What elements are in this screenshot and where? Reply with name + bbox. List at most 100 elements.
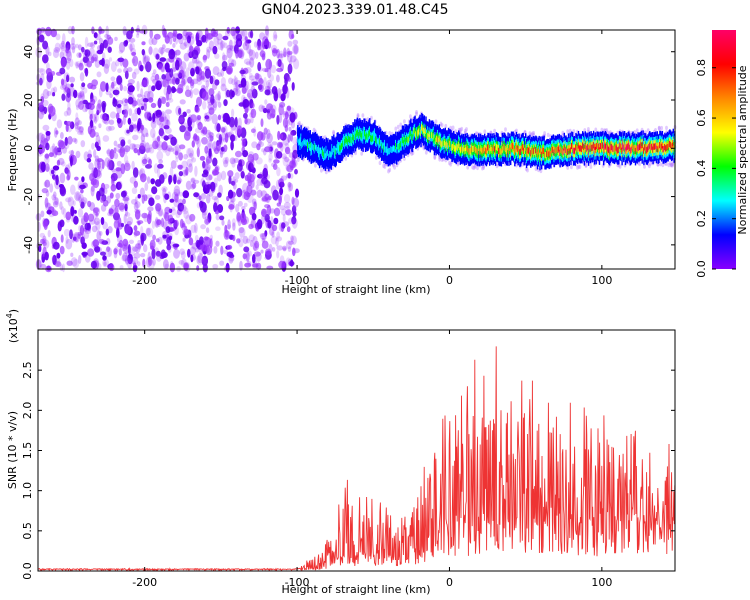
noise-speck [254, 72, 260, 80]
signal-cell [533, 147, 535, 154]
noise-speck [201, 173, 208, 178]
noise-speck [193, 192, 200, 198]
signal-cell [478, 144, 480, 151]
noise-speck [196, 115, 202, 121]
signal-cell [328, 151, 331, 158]
signal-cell [548, 151, 550, 158]
noise-speck [250, 30, 254, 39]
noise-speck [124, 98, 129, 104]
snr-y-multiplier: (x104) [5, 309, 20, 343]
signal-cell [634, 144, 636, 152]
noise-speck [265, 25, 269, 36]
signal-cell [621, 147, 623, 154]
signal-cell [461, 145, 463, 152]
noise-speck [275, 236, 283, 242]
noise-speck [104, 183, 110, 189]
noise-speck [56, 119, 63, 129]
noise-speck [134, 208, 141, 214]
colorbar-tick-label: 0.2 [695, 210, 708, 228]
noise-speck [45, 68, 52, 76]
halo-speck [410, 151, 414, 156]
noise-speck [194, 165, 198, 177]
halo-speck [606, 130, 610, 135]
noise-speck [132, 55, 139, 67]
signal-cell [387, 148, 389, 155]
signal-cell [389, 148, 391, 155]
signal-cell [603, 147, 605, 154]
noise-speck [160, 251, 168, 259]
noise-speck [122, 238, 129, 247]
noise-speck [81, 218, 86, 226]
noise-speck [157, 135, 161, 142]
halo-speck [434, 119, 438, 124]
y-tick-label: 40 [22, 45, 35, 59]
noise-speck [229, 39, 233, 47]
noise-speck [59, 42, 66, 50]
noise-speck [249, 157, 255, 164]
noise-speck [123, 67, 129, 74]
halo-speck [344, 156, 348, 161]
signal-cell [592, 144, 594, 151]
noise-speck [53, 86, 58, 93]
noise-speck [167, 97, 174, 103]
noise-speck [196, 75, 203, 86]
noise-speck [221, 219, 225, 226]
halo-speck [659, 162, 662, 167]
noise-speck [154, 144, 162, 149]
noise-speck [102, 258, 109, 268]
signal-cell [483, 146, 485, 153]
colorbar-ticks: 0.00.20.40.60.8 [695, 59, 736, 278]
y-tick-label: 1.5 [21, 442, 34, 460]
noise-speck [163, 259, 169, 270]
halo-speck [361, 113, 365, 118]
noise-speck [187, 233, 192, 240]
noise-speck [141, 212, 148, 219]
noise-speck [241, 139, 246, 148]
signal-cell [442, 140, 444, 147]
signal-cell [585, 144, 587, 151]
noise-speck [82, 99, 88, 105]
noise-speck [158, 47, 165, 54]
noise-speck [279, 187, 284, 196]
signal-cell [657, 146, 659, 153]
signal-cell [405, 138, 407, 145]
noise-speck [75, 62, 79, 69]
signal-cell [629, 147, 632, 154]
noise-speck [133, 225, 138, 232]
noise-speck [199, 155, 206, 161]
signal-cell [656, 142, 658, 149]
noise-speck [188, 152, 194, 158]
signal-cell [419, 126, 421, 133]
noise-speck [120, 190, 127, 198]
noise-speck [235, 79, 242, 90]
noise-speck [246, 251, 250, 262]
noise-speck [204, 216, 210, 226]
halo-speck [444, 123, 448, 129]
noise-speck [178, 72, 183, 79]
noise-speck [115, 59, 120, 67]
noise-speck [217, 42, 224, 51]
signal-cell [569, 144, 571, 151]
noise-speck [38, 104, 45, 112]
noise-speck [94, 113, 99, 122]
noise-speck [137, 239, 141, 246]
noise-speck [133, 123, 138, 132]
noise-speck [257, 173, 263, 179]
noise-speck [275, 151, 283, 159]
noise-speck [133, 180, 138, 188]
noise-speck [202, 263, 208, 273]
signal-cell [393, 145, 395, 152]
noise-speck [214, 147, 220, 155]
snr-series-line [38, 346, 675, 571]
noise-speck [126, 30, 133, 40]
noise-speck [122, 115, 126, 125]
signal-cell [577, 146, 579, 153]
noise-speck [140, 140, 147, 150]
noise-speck [176, 179, 181, 185]
signal-cell [409, 131, 411, 139]
noise-speck [196, 96, 202, 108]
noise-speck [76, 125, 81, 130]
noise-speck [273, 217, 279, 225]
noise-speck [59, 172, 66, 184]
